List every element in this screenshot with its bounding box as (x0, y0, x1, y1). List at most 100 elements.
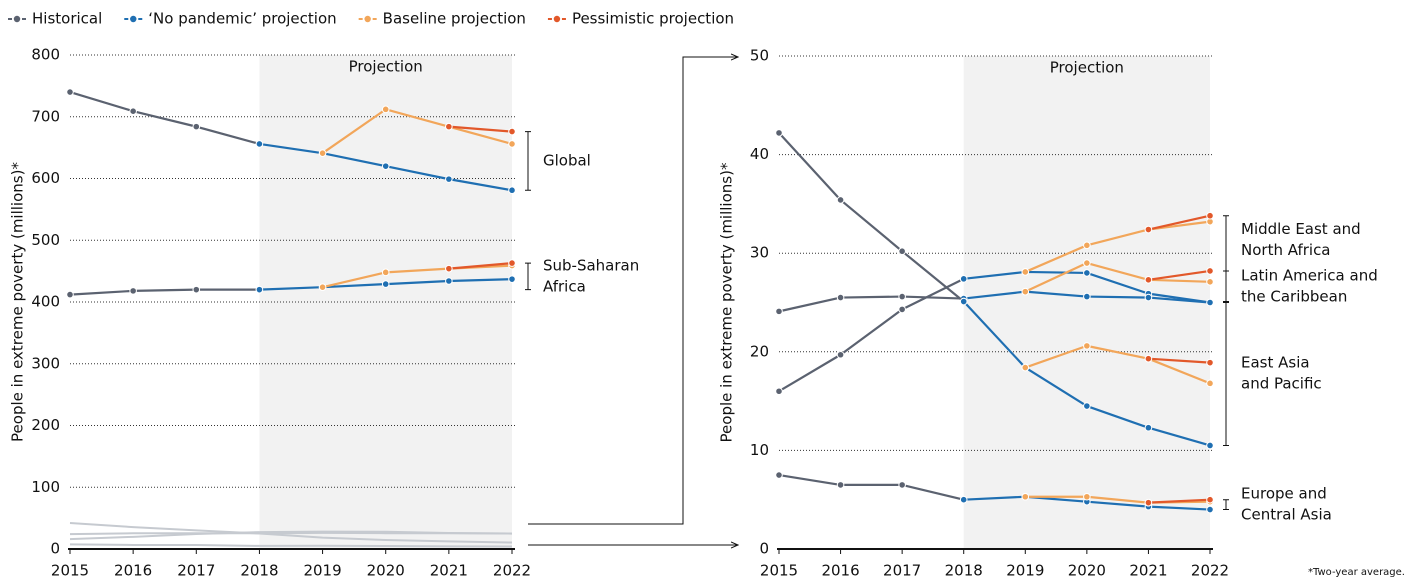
y-axis-label: People in extreme poverty (millions)* (718, 162, 736, 442)
series-line-point (775, 129, 783, 137)
series-line (1148, 357, 1211, 364)
legend-marker-dot (553, 15, 561, 23)
series-line (1148, 498, 1211, 504)
series-line-point (1021, 492, 1030, 501)
y-tick-label: 50 (750, 47, 769, 65)
region-label: Global (543, 151, 591, 169)
legend-marker-dot (13, 15, 21, 23)
series-line-point (445, 175, 453, 183)
series-line-point (1144, 498, 1153, 507)
series-line-point (381, 105, 390, 114)
legend-marker-dot (130, 15, 137, 23)
series-line-point (445, 277, 453, 285)
series-line-point (381, 268, 390, 277)
context-line (259, 531, 513, 535)
y-tick-label: 800 (31, 46, 60, 64)
region-label: and Pacific (1241, 374, 1322, 392)
context-line (259, 544, 513, 548)
context-line (69, 543, 260, 547)
series-line (321, 108, 513, 155)
x-tick-label: 2016 (114, 562, 152, 580)
series-line-point (381, 162, 390, 170)
series-line-point (445, 122, 453, 131)
zoom-arrow (528, 57, 738, 525)
series-line (1024, 261, 1211, 293)
series-line-point (1206, 267, 1214, 275)
series-line-point (508, 140, 516, 148)
series-line-point (775, 307, 783, 316)
series-line (1148, 214, 1211, 231)
series-line-point (318, 149, 327, 157)
series-line (448, 125, 513, 133)
series-line-point (1206, 441, 1214, 450)
series-line-point (1083, 241, 1091, 250)
y-tick-label: 500 (31, 231, 60, 249)
x-tick-label: 2022 (493, 562, 531, 580)
x-tick-label: 2020 (1068, 562, 1106, 580)
series-line-point (1206, 379, 1214, 388)
bracket (525, 262, 531, 291)
y-tick-label: 40 (750, 145, 769, 163)
x-tick-label: 2021 (430, 562, 468, 580)
legend-label: Pessimistic projection (572, 10, 734, 28)
series-line-point (836, 196, 845, 204)
series-line-point (836, 350, 845, 359)
series-line-point (192, 285, 201, 294)
series-line-point (381, 280, 390, 288)
x-tick-label: 2017 (177, 562, 215, 580)
series-line-point (959, 275, 968, 283)
region-label: Central Asia (1241, 506, 1332, 524)
region-label: Middle East and (1241, 220, 1361, 238)
series-line-point (1206, 495, 1214, 504)
series-line-point (775, 471, 783, 479)
legend-label: Historical (32, 10, 102, 28)
region-label: North Africa (1241, 241, 1331, 259)
bracket (1223, 301, 1229, 446)
x-tick-label: 2021 (1129, 562, 1167, 580)
series-line-point (959, 297, 968, 306)
y-tick-label: 100 (31, 478, 60, 496)
bracket (1223, 270, 1229, 303)
series-line-point (508, 259, 516, 267)
context-line (69, 532, 260, 536)
context-line (69, 521, 260, 535)
shade-label: Projection (1050, 59, 1124, 77)
series-line-point (1206, 505, 1214, 514)
series-line (1148, 269, 1211, 281)
series-line-point (898, 481, 906, 489)
y-tick-label: 700 (31, 107, 60, 125)
series-line-point (66, 290, 74, 299)
region-label: Latin America and (1241, 267, 1378, 285)
series-line-point (1083, 269, 1091, 277)
series-line-point (1206, 358, 1214, 367)
series-line-point (1144, 354, 1153, 363)
series-line-point (1144, 276, 1153, 284)
series-line-point (129, 287, 137, 295)
context-line (259, 532, 513, 544)
series-line (69, 90, 260, 145)
series-line-point (1083, 402, 1091, 410)
legend-label: ‘No pandemic’ projection (148, 10, 336, 28)
projection-shade (963, 56, 1210, 549)
region-label: Europe and (1241, 485, 1327, 503)
series-line-point (255, 285, 264, 294)
y-tick-label: 300 (31, 354, 60, 372)
x-tick-label: 2018 (945, 562, 983, 580)
x-tick-label: 2015 (51, 562, 89, 580)
series-line-point (836, 481, 845, 489)
series-line-point (836, 293, 845, 302)
region-label: Sub-Saharan (543, 256, 639, 274)
series-line-point (1021, 287, 1030, 296)
series-line (1024, 220, 1211, 273)
series-line-point (898, 292, 906, 301)
series-line-point (1021, 268, 1030, 276)
series-line-point (1144, 225, 1153, 234)
series-line-point (1083, 292, 1091, 301)
region-label: Africa (543, 277, 586, 295)
x-tick-label: 2020 (367, 562, 405, 580)
series-line (322, 264, 513, 289)
series-line-point (1206, 277, 1214, 286)
footnote: *Two-year average. (1308, 567, 1405, 578)
y-tick-label: 0 (50, 540, 60, 558)
